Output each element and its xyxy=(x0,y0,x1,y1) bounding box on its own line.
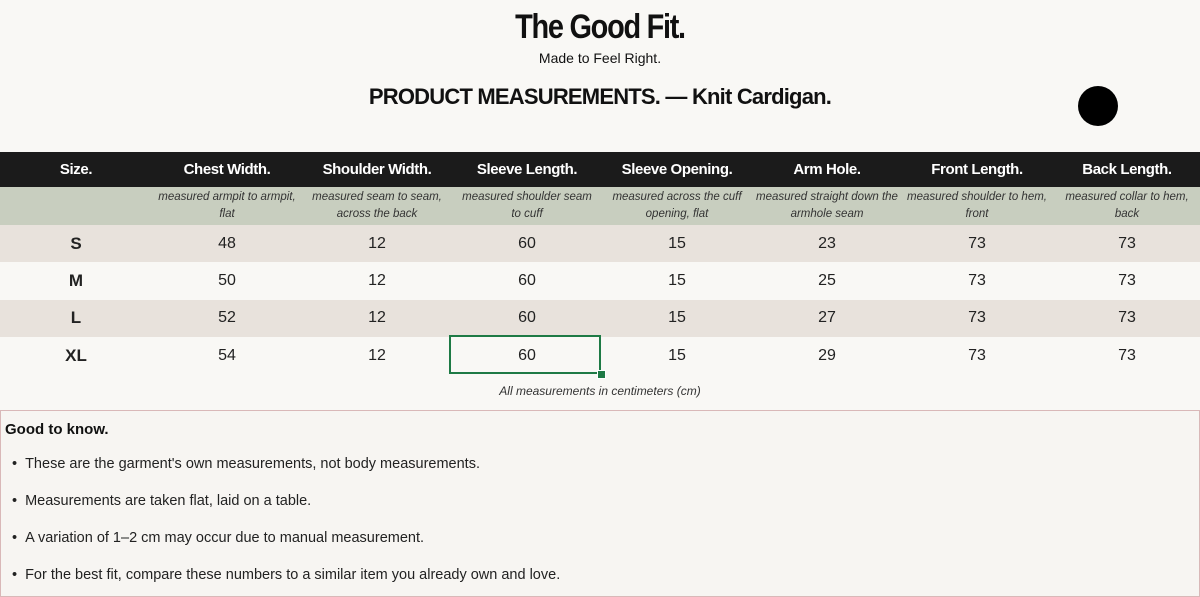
table-cell[interactable]: 73 xyxy=(1118,234,1136,252)
note-text: For the best fit, compare these numbers … xyxy=(25,567,561,583)
size-label: XL xyxy=(65,345,87,365)
column-header: Size. xyxy=(59,161,93,178)
bullet: • xyxy=(12,567,18,583)
table-cell[interactable]: 60 xyxy=(518,346,536,364)
table-cell[interactable]: 73 xyxy=(968,309,986,327)
note-item: • Measurements are taken flat, laid on a … xyxy=(12,493,311,509)
bullet: • xyxy=(12,456,18,472)
table-cell[interactable]: 12 xyxy=(368,346,386,364)
note-item: • For the best fit, compare these numbers… xyxy=(12,567,560,583)
table-cell[interactable]: 25 xyxy=(818,271,836,289)
column-header: Sleeve Length. xyxy=(476,161,578,178)
note-text: These are the garment's own measurements… xyxy=(25,456,480,472)
table-cell[interactable]: 29 xyxy=(818,346,836,364)
size-label: L xyxy=(70,308,82,328)
note-item: • These are the garment's own measurement… xyxy=(12,456,480,472)
table-cell[interactable]: 12 xyxy=(368,271,386,289)
table-cell[interactable]: 60 xyxy=(518,271,536,289)
notes-box xyxy=(0,410,1200,597)
column-description: measured seam to seam, across the back xyxy=(312,191,442,220)
size-label: M xyxy=(68,270,84,290)
column-description: measured shoulder seam to cuff xyxy=(462,191,592,220)
table-cell[interactable]: 27 xyxy=(818,309,836,327)
column-header: Back Length. xyxy=(1082,161,1172,178)
column-header: Sleeve Opening. xyxy=(621,161,733,178)
table-cell[interactable]: 60 xyxy=(518,309,536,327)
table-cell[interactable]: 73 xyxy=(1118,271,1136,289)
table-cell[interactable]: 54 xyxy=(218,346,236,364)
black-dot xyxy=(1078,86,1118,126)
note-item: • A variation of 1–2 cm may occur due to … xyxy=(12,530,424,546)
table-row xyxy=(0,299,1200,337)
column-header: Chest Width. xyxy=(183,161,271,178)
size-label: S xyxy=(70,233,82,253)
note-text: Measurements are taken flat, laid on a t… xyxy=(25,493,312,509)
table-cell[interactable]: 15 xyxy=(668,271,686,289)
notes-title: Good to know. xyxy=(5,421,109,438)
table-cell[interactable]: 15 xyxy=(668,346,686,364)
column-description: measured armpit to armpit, flat xyxy=(158,191,296,220)
column-header: Shoulder Width. xyxy=(322,161,432,178)
table-cell[interactable]: 23 xyxy=(818,234,836,252)
table-cell[interactable]: 73 xyxy=(1118,346,1136,364)
table-row xyxy=(0,225,1200,263)
table-cell[interactable]: 73 xyxy=(968,346,986,364)
table-subheader xyxy=(0,187,1200,225)
column-description: measured straight down the armhole seam xyxy=(756,191,898,220)
table-cell[interactable]: 15 xyxy=(668,234,686,252)
table-cell[interactable]: 52 xyxy=(218,309,236,327)
table-cell[interactable]: 73 xyxy=(968,271,986,289)
brand-title: The Good Fit. xyxy=(515,8,686,46)
column-description: measured across the cuff opening, flat xyxy=(612,191,742,220)
column-header: Arm Hole. xyxy=(793,161,861,178)
table-cell[interactable]: 73 xyxy=(1118,309,1136,327)
column-description: measured shoulder to hem, front xyxy=(907,191,1047,220)
bullet: • xyxy=(12,530,18,546)
page-heading: PRODUCT MEASUREMENTS. — Knit Cardigan. xyxy=(368,84,832,109)
note-text: A variation of 1–2 cm may occur due to m… xyxy=(25,530,425,546)
table-header xyxy=(0,152,1200,187)
table-cell[interactable]: 73 xyxy=(968,234,986,252)
table-cell[interactable]: 48 xyxy=(218,234,236,252)
table-row xyxy=(0,262,1200,300)
table-cell[interactable]: 60 xyxy=(518,234,536,252)
bullet: • xyxy=(12,493,18,509)
column-description: measured collar to hem, back xyxy=(1065,191,1189,220)
table-cell[interactable]: 50 xyxy=(218,271,236,289)
table-cell[interactable]: 12 xyxy=(368,309,386,327)
table-cell[interactable]: 15 xyxy=(668,309,686,327)
table-cell[interactable]: 12 xyxy=(368,234,386,252)
selected-cell[interactable] xyxy=(449,335,601,374)
fill-handle xyxy=(597,370,606,379)
brand-subtitle: Made to Feel Right. xyxy=(538,50,662,66)
table-note: All measurements in centimeters (cm) xyxy=(499,384,701,398)
column-header: Front Length. xyxy=(931,161,1023,178)
